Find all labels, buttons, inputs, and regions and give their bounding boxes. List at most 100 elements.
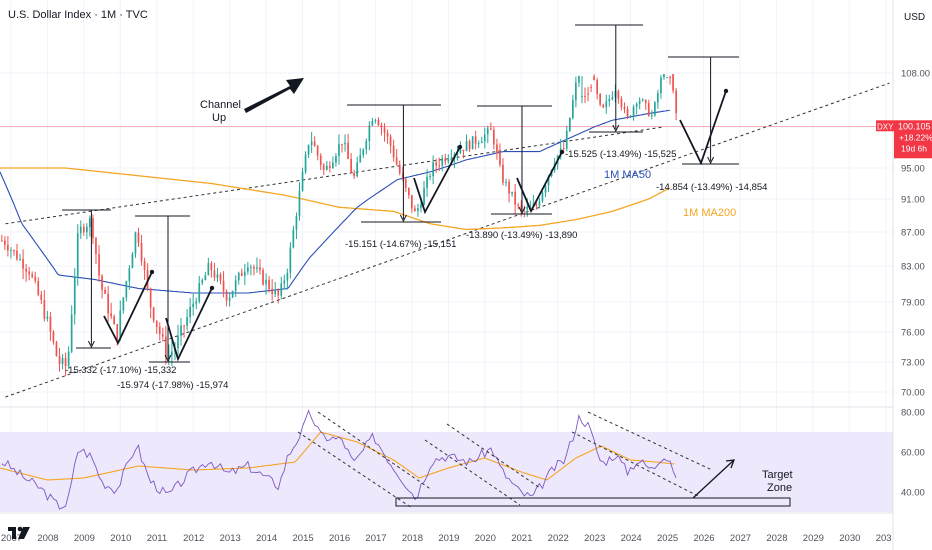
candle-body-73 — [222, 280, 225, 292]
candles — [0, 73, 893, 377]
candle-body-143 — [435, 162, 437, 166]
candle-body-201 — [611, 97, 614, 100]
time-tick-2018: 2018 — [402, 533, 423, 544]
candle-body-171 — [520, 205, 523, 209]
candle-body-1 — [4, 240, 6, 245]
candle-body-152 — [462, 149, 465, 151]
time-tick-2025: 2025 — [657, 533, 678, 544]
candle-body-158 — [480, 141, 483, 143]
candle-body-218 — [663, 74, 665, 78]
candle-body-84 — [256, 267, 258, 269]
zigzag-3-tip — [457, 144, 463, 150]
candle-body-35 — [107, 293, 109, 314]
candle-body-199 — [605, 101, 608, 108]
time-tick-2013: 2013 — [220, 533, 241, 544]
candle-body-123 — [374, 119, 377, 121]
candle-body-94 — [286, 272, 289, 281]
rsi-channel-2-bottom — [424, 439, 521, 506]
candle-body-100 — [304, 154, 307, 172]
time-tick-2023: 2023 — [584, 533, 605, 544]
rsi-tick-40: 40.00 — [901, 488, 925, 499]
candle-body-103 — [313, 141, 316, 147]
candle-body-135 — [411, 195, 413, 209]
candle-body-51 — [155, 320, 158, 327]
tradingview-logo-icon[interactable] — [8, 523, 30, 543]
zigzag-4-tip — [559, 149, 565, 155]
channel-lines — [5, 82, 890, 398]
candle-body-39 — [119, 310, 122, 340]
candle-body-80 — [243, 271, 246, 276]
time-tick-2017: 2017 — [365, 533, 386, 544]
rsi-channel-3-top — [587, 411, 713, 471]
target-zone-label-line2: Zone — [767, 482, 792, 494]
candle-body-9 — [28, 271, 30, 275]
candle-body-83 — [253, 267, 255, 269]
candle-body-144 — [438, 165, 440, 167]
candle-body-215 — [654, 102, 656, 116]
time-tick-2014: 2014 — [256, 533, 277, 544]
candle-body-66 — [201, 280, 204, 283]
time-tick-2015: 2015 — [293, 533, 314, 544]
candle-body-127 — [386, 132, 389, 137]
candle-body-141 — [429, 176, 431, 178]
measure-label-6: -14.854 (-13.49%) -14,854 — [656, 182, 767, 193]
zigzag-3 — [413, 146, 461, 215]
candle-body-170 — [517, 204, 519, 206]
labels: -15.332 (-17.10%) -15,332 -15.974 (-17.98… — [65, 99, 793, 494]
candle-body-129 — [392, 145, 395, 158]
candle-body-197 — [599, 93, 601, 105]
candle-body-29 — [89, 218, 91, 228]
candle-body-97 — [295, 216, 298, 230]
candle-body-122 — [371, 120, 374, 126]
candle-body-186 — [565, 130, 568, 149]
drawings — [62, 24, 791, 509]
candle-body-187 — [569, 117, 571, 131]
candle-body-107 — [326, 165, 328, 170]
candle-body-18 — [55, 342, 58, 356]
time-tick-2019: 2019 — [438, 533, 459, 544]
candle-body-88 — [268, 279, 270, 290]
candle-body-217 — [660, 77, 662, 94]
rsi-pane — [0, 409, 677, 510]
measure-box-3-arrowhead — [399, 214, 407, 223]
candle-body-49 — [149, 288, 152, 308]
candle-body-150 — [456, 153, 459, 155]
zigzag-1-tip — [149, 269, 155, 275]
zigzag-5-tip — [723, 88, 729, 94]
candle-body-212 — [644, 99, 647, 104]
candle-body-119 — [362, 149, 365, 155]
candle-body-78 — [237, 272, 240, 281]
candle-body-164 — [499, 152, 501, 165]
price-tick-83: 83.00 — [901, 262, 925, 273]
candle-body-207 — [629, 115, 632, 117]
candle-body-131 — [398, 164, 401, 174]
candle-body-67 — [204, 275, 207, 281]
time-tick-2011: 2011 — [147, 533, 167, 544]
ma50-line — [0, 109, 670, 294]
candle-body-98 — [298, 190, 301, 217]
rsi-channel-1-bottom — [297, 431, 413, 509]
candle-body-177 — [538, 201, 541, 206]
zigzag-2-tip — [209, 285, 215, 291]
channel-lower-line — [5, 82, 890, 398]
candle-body-200 — [608, 99, 611, 102]
time-tick-2010: 2010 — [110, 533, 131, 544]
price-axis-bg — [893, 0, 930, 550]
candle-body-205 — [623, 107, 626, 109]
rsi-band — [0, 432, 893, 512]
candle-body-134 — [408, 187, 410, 196]
candle-body-132 — [401, 173, 404, 179]
candle-body-36 — [110, 313, 112, 317]
candle-body-167 — [508, 181, 510, 194]
candle-body-27 — [83, 226, 85, 233]
candle-body-95 — [289, 247, 292, 273]
candle-body-111 — [338, 143, 340, 157]
candle-body-53 — [161, 334, 164, 337]
time-tick-2022: 2022 — [548, 533, 569, 544]
price-badge-price: 100.105 — [898, 121, 931, 131]
candle-body-50 — [152, 307, 155, 321]
measure-box-6-arrowhead — [707, 156, 715, 165]
candle-body-93 — [283, 280, 286, 284]
candle-body-216 — [657, 93, 659, 103]
